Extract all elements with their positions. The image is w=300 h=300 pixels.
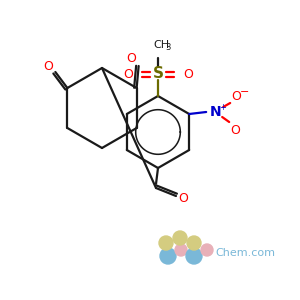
Text: O: O	[123, 68, 133, 80]
Circle shape	[186, 248, 202, 264]
Text: −: −	[239, 87, 249, 97]
Circle shape	[201, 244, 213, 256]
Text: 3: 3	[165, 44, 171, 52]
Text: N: N	[209, 105, 221, 119]
Text: O: O	[178, 191, 188, 205]
Circle shape	[159, 236, 173, 250]
Text: O: O	[230, 124, 240, 136]
Text: O: O	[231, 89, 241, 103]
Text: Chem.com: Chem.com	[215, 248, 275, 258]
Text: CH: CH	[153, 40, 169, 50]
Text: S: S	[152, 67, 164, 82]
Circle shape	[160, 248, 176, 264]
Text: O: O	[183, 68, 193, 80]
Circle shape	[173, 231, 187, 245]
Text: +: +	[219, 103, 226, 112]
Text: O: O	[44, 61, 53, 74]
Circle shape	[187, 236, 201, 250]
Text: O: O	[127, 52, 136, 65]
Circle shape	[175, 244, 187, 256]
